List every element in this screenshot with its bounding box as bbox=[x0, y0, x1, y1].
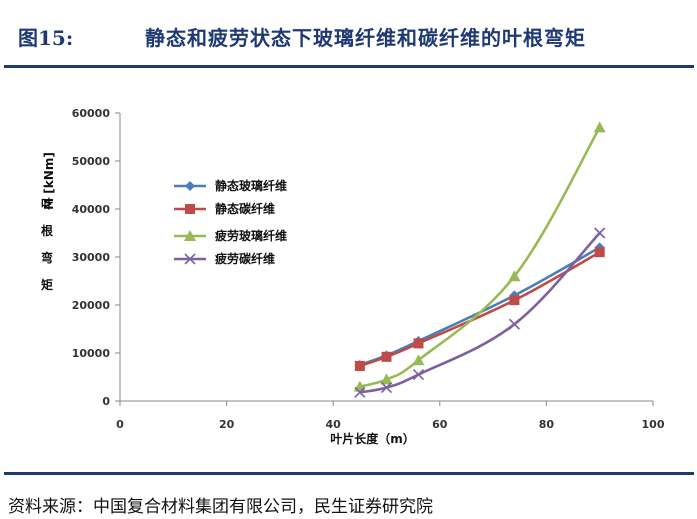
y-tick-label: 50000 bbox=[72, 155, 111, 168]
x-marker-stroke bbox=[380, 381, 393, 394]
y-axis-label-group: M [kNm] 叶根弯矩 bbox=[40, 152, 56, 292]
data-point bbox=[509, 295, 520, 306]
x-marker-stroke bbox=[412, 369, 425, 381]
y-tick-label: 20000 bbox=[72, 299, 111, 312]
series-4 bbox=[354, 227, 606, 398]
legend-marker bbox=[184, 253, 196, 265]
data-point bbox=[354, 360, 365, 371]
y-tick-label: 30000 bbox=[72, 251, 111, 264]
data-point bbox=[413, 338, 424, 349]
y-tick-label: 40000 bbox=[72, 203, 111, 216]
chart-axes: 0 10000 20000 30000 40000 50000 60000 0 20 40 60 80… bbox=[72, 107, 665, 431]
legend-label: 静态碳纤维 bbox=[215, 201, 275, 216]
data-point bbox=[380, 381, 393, 394]
x-tick-label: 20 bbox=[219, 418, 235, 431]
y-axis-label-char: 根 bbox=[41, 223, 53, 238]
data-point bbox=[593, 121, 606, 133]
legend-item-3: 疲劳玻璃纤维 bbox=[174, 228, 287, 243]
series-layer bbox=[353, 121, 606, 398]
y-tick-label: 60000 bbox=[72, 107, 111, 120]
figure-title: 静态和疲劳状态下玻璃纤维和碳纤维的叶根弯矩 bbox=[145, 26, 586, 50]
data-point bbox=[412, 369, 425, 381]
x-tick-label: 80 bbox=[539, 418, 555, 431]
legend-label: 疲劳碳纤维 bbox=[215, 251, 275, 266]
x-tick-label: 0 bbox=[116, 418, 124, 431]
source-note: 资料来源：中国复合材料集团有限公司，民生证券研究院 bbox=[8, 497, 433, 517]
y-axis-label-char: 叶 bbox=[41, 196, 53, 211]
x-marker-stroke bbox=[354, 386, 366, 398]
header-divider bbox=[4, 65, 694, 68]
x-marker-stroke bbox=[184, 253, 196, 265]
figure-number: 图15: bbox=[18, 26, 74, 50]
series-line bbox=[359, 251, 601, 368]
series-2 bbox=[354, 247, 605, 371]
data-point bbox=[594, 247, 605, 258]
legend-item-2: 静态碳纤维 bbox=[174, 201, 275, 216]
data-point bbox=[508, 270, 521, 282]
data-point bbox=[354, 386, 366, 398]
chart-canvas: 0 10000 20000 30000 40000 50000 60000 0 20 40 60 80… bbox=[40, 107, 665, 446]
x-tick-label: 40 bbox=[326, 418, 342, 431]
y-axis-label-char: 弯 bbox=[41, 250, 53, 265]
x-marker-stroke bbox=[594, 227, 606, 239]
y-tick-label: 0 bbox=[102, 395, 110, 408]
data-point bbox=[508, 318, 520, 330]
legend-label: 疲劳玻璃纤维 bbox=[215, 228, 287, 243]
y-tick-label: 10000 bbox=[72, 347, 111, 360]
data-point bbox=[381, 351, 392, 362]
legend-marker bbox=[184, 230, 196, 241]
x-marker-stroke bbox=[508, 318, 520, 330]
y-axis-label-char: 矩 bbox=[40, 277, 53, 292]
series-3 bbox=[353, 121, 606, 392]
legend-label: 静态玻璃纤维 bbox=[215, 178, 287, 193]
footer-divider bbox=[4, 472, 694, 475]
figure-header: 图15: 静态和疲劳状态下玻璃纤维和碳纤维的叶根弯矩 bbox=[0, 0, 697, 68]
legend-marker bbox=[185, 204, 195, 214]
legend-item-1: 静态玻璃纤维 bbox=[174, 178, 287, 193]
x-axis-label: 叶片长度（m） bbox=[330, 431, 415, 446]
data-point bbox=[380, 373, 393, 385]
legend-item-4: 疲劳碳纤维 bbox=[174, 251, 275, 266]
legend-marker bbox=[185, 181, 195, 191]
series-line bbox=[359, 232, 601, 394]
y-axis-label: 叶根弯矩 bbox=[40, 196, 53, 292]
x-tick-label: 60 bbox=[432, 418, 448, 431]
series-1 bbox=[354, 242, 605, 370]
data-point bbox=[594, 227, 606, 239]
data-point bbox=[412, 354, 425, 366]
y-axis-unit-label: M [kNm] bbox=[42, 152, 56, 210]
x-tick-label: 100 bbox=[642, 418, 665, 431]
